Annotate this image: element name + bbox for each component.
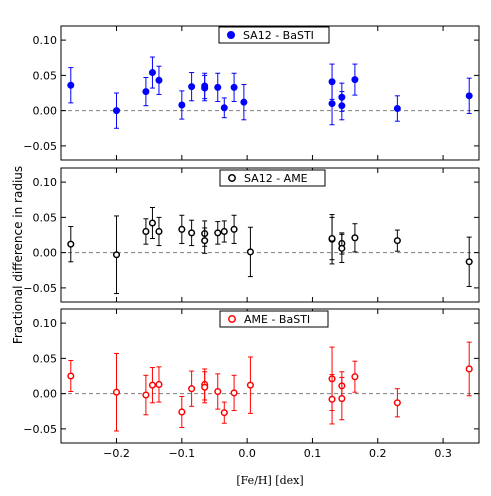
data-point	[178, 408, 186, 416]
y-tick-label: −0.05	[23, 423, 57, 436]
data-point	[246, 248, 254, 256]
y-tick-label: 0.10	[33, 34, 58, 47]
plot-frame	[60, 308, 480, 444]
y-tick-label: 0.00	[33, 388, 58, 401]
data-point	[201, 237, 209, 245]
data-point	[178, 225, 186, 233]
data-point	[148, 219, 156, 227]
data-point	[338, 395, 346, 403]
y-tick-label: −0.05	[23, 282, 57, 295]
data-point	[142, 88, 150, 96]
data-point	[155, 227, 163, 236]
data-point	[328, 234, 336, 243]
data-point	[393, 237, 401, 245]
data-point	[230, 389, 238, 397]
data-point	[465, 258, 473, 266]
data-point	[67, 240, 75, 248]
x-tick-label: 0.1	[304, 447, 322, 460]
legend-label: SA12 - BaSTI	[243, 29, 314, 42]
data-point	[351, 373, 359, 381]
data-point	[142, 227, 150, 236]
data-point	[201, 82, 209, 90]
plot-frame	[60, 25, 480, 161]
data-point	[155, 76, 163, 84]
x-tick-label: −0.2	[103, 447, 130, 460]
x-tick-label: −0.1	[168, 447, 195, 460]
plot-frame	[60, 167, 480, 303]
panel-1: 0.10 0.05 0.00 −0.05 SA12 - BaSTI	[23, 25, 480, 161]
data-point	[67, 81, 75, 89]
data-point	[214, 387, 222, 396]
data-point	[351, 234, 359, 242]
data-point	[465, 365, 473, 373]
data-point	[220, 227, 228, 236]
data-point	[465, 92, 473, 100]
data-point	[338, 102, 346, 110]
panel-3: 0.10 0.05 0.00 −0.05 −0.2 −0.1 0.0 0.1 0.2 0.3 AME…	[23, 308, 480, 460]
data-point	[220, 104, 228, 112]
x-axis-label: [Fe/H] [dex]	[236, 474, 303, 487]
data-point	[393, 105, 401, 113]
data-point	[67, 372, 75, 380]
x-tick-label: 0.0	[238, 447, 256, 460]
data-point	[328, 395, 336, 403]
data-point	[230, 83, 238, 91]
data-point	[220, 409, 228, 417]
data-point	[113, 107, 121, 115]
data-point	[148, 381, 156, 389]
y-tick-label: 0.10	[33, 317, 58, 330]
data-point	[148, 69, 156, 77]
legend-marker	[228, 315, 236, 323]
data-point	[351, 76, 359, 84]
data-point	[188, 229, 196, 237]
data-point	[338, 244, 346, 252]
data-point	[230, 225, 238, 233]
y-tick-label: 0.05	[33, 211, 58, 224]
data-point	[328, 100, 336, 108]
data-point	[201, 383, 209, 391]
x-tick-label: 0.2	[369, 447, 387, 460]
y-tick-label: 0.05	[33, 352, 58, 365]
legend-box	[218, 26, 330, 44]
data-point	[142, 391, 150, 399]
y-tick-label: 0.10	[33, 176, 58, 189]
y-tick-label: −0.05	[23, 140, 57, 153]
y-tick-label: 0.00	[33, 247, 58, 260]
legend-marker	[227, 31, 235, 39]
data-point	[112, 388, 121, 396]
data-point	[393, 399, 401, 407]
x-tick-label: 0.3	[434, 447, 452, 460]
legend-label: AME - BaSTI	[244, 313, 310, 326]
data-point	[214, 229, 222, 237]
y-tick-label: 0.05	[33, 69, 58, 82]
data-point	[240, 98, 248, 106]
data-point	[112, 251, 121, 259]
y-axis-label: Fractional difference in radius	[11, 166, 25, 344]
data-point	[188, 385, 196, 393]
data-point	[155, 380, 163, 389]
legend-box	[219, 169, 326, 187]
data-point	[214, 83, 222, 91]
data-point	[246, 381, 254, 389]
panel-2: 0.10 0.05 0.00 −0.05 SA12 - AME	[23, 167, 480, 303]
data-point	[178, 101, 186, 109]
legend-box	[219, 310, 329, 328]
legend-label: SA12 - AME	[244, 172, 308, 185]
y-tick-label: 0.00	[33, 105, 58, 118]
legend-marker	[228, 174, 236, 182]
data-point	[188, 83, 196, 91]
